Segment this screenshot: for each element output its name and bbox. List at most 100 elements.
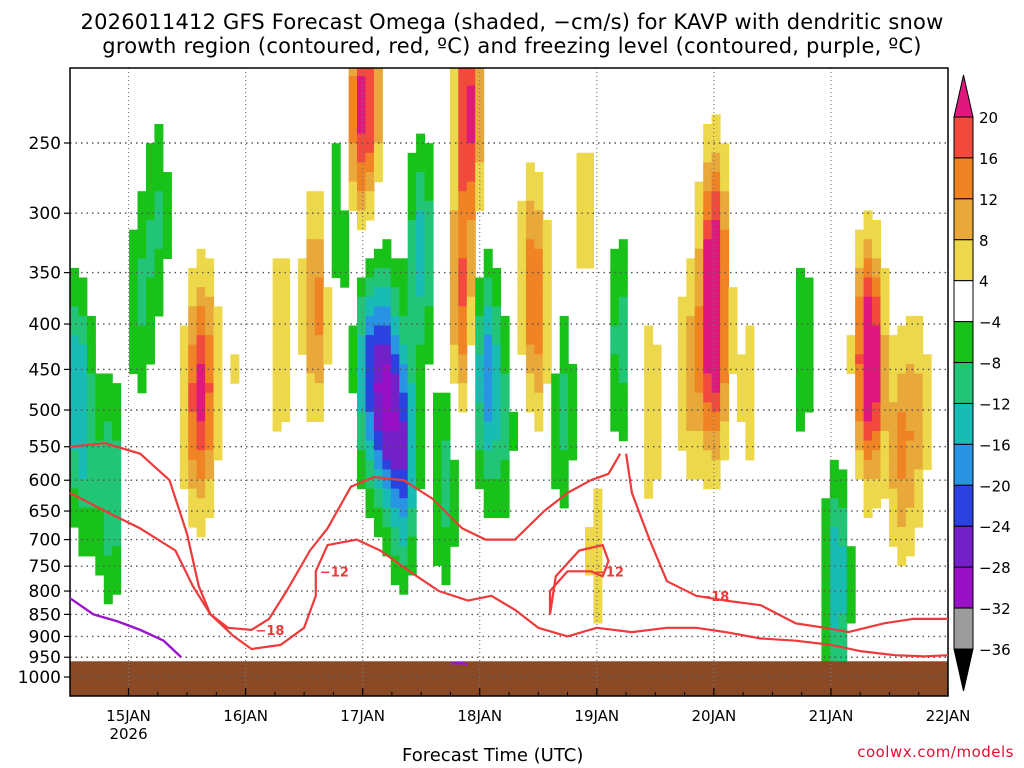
omega-cell [551,411,561,422]
omega-cell [644,450,654,461]
omega-cell [382,267,392,279]
omega-cell [154,277,164,288]
omega-cell [213,306,223,317]
omega-cell [357,162,366,173]
omega-cell [188,488,198,499]
omega-cell [846,555,856,566]
omega-cell [188,287,198,298]
omega-cell [838,622,848,634]
omega-cell [475,133,485,144]
omega-cell [720,172,730,183]
omega-cell [880,450,890,461]
omega-cell [745,325,755,336]
omega-cell [720,383,730,394]
omega-cell [720,181,730,192]
omega-cell [407,162,417,173]
omega-cell [914,392,924,403]
omega-cell [407,239,417,250]
omega-cell [399,507,409,518]
grid-layer [69,67,949,697]
omega-cell [449,210,459,221]
omega-cell [382,258,392,269]
omega-cell [525,200,535,211]
omega-cell [458,172,468,183]
omega-cell [78,363,88,375]
omega-cell [534,402,544,413]
omega-cell [863,392,873,403]
omega-cell [644,431,654,442]
omega-cell [154,210,164,221]
omega-cell [357,85,366,96]
omega-cell [492,287,502,298]
omega-cell [373,431,383,442]
omega-cell [416,402,426,413]
omega-cell [922,354,932,365]
omega-cell [154,172,164,183]
omega-cell [449,172,459,183]
omega-cell [449,517,459,528]
omega-cell [534,296,544,307]
omega-cell [559,479,569,490]
omega-cell [534,191,544,202]
omega-cell [466,296,476,307]
omega-cell [458,181,468,192]
omega-cell [576,248,586,259]
omega-cell [272,363,282,375]
omega-cell [897,421,907,432]
omega-cell [618,411,628,422]
omega-cell [644,354,654,365]
omega-cell [593,517,603,528]
omega-cell [888,421,898,432]
omega-cell [618,296,628,307]
omega-cell [888,450,898,461]
omega-cell [433,440,442,451]
y-tick-label: 900 [29,627,61,647]
omega-cell [905,335,915,346]
omega-cell [534,239,544,250]
omega-cell [86,421,96,432]
omega-cell [179,469,189,480]
omega-cell [914,469,924,480]
omega-cell [373,335,383,346]
omega-cell [475,469,485,480]
omega-cell [559,411,569,422]
omega-cell [188,335,198,346]
omega-cell [703,124,713,135]
omega-cell [281,287,291,298]
omega-cell [382,507,392,518]
omega-cell [424,191,434,202]
omega-cell [86,315,96,327]
omega-cell [466,114,476,125]
omega-cell [694,344,704,355]
omega-cell [399,517,409,528]
omega-cell [686,354,696,365]
omega-cell [331,239,341,250]
omega-cell [331,152,341,163]
omega-cell [314,325,324,336]
omega-cell [652,363,662,375]
omega-cell [340,220,350,231]
omega-cell [492,421,502,432]
omega-cell [905,479,915,490]
omega-cell [652,411,662,422]
omega-cell [382,536,392,547]
colorbar-swatch [953,116,974,159]
omega-cell [154,296,164,307]
omega-cell [348,162,358,173]
omega-cell [796,354,805,365]
omega-cell [407,431,417,442]
omega-cell [78,507,88,518]
omega-cell [711,200,721,211]
omega-cell [838,479,848,490]
omega-cell [897,507,907,518]
omega-cell [492,431,502,442]
omega-cell [492,479,502,490]
omega-cell [796,315,805,327]
omega-cell [188,354,198,365]
omega-cell [78,421,88,432]
omega-cell [373,498,383,509]
omega-cell [340,210,350,221]
omega-cell [86,517,96,528]
omega-cell [331,200,341,211]
omega-cell [677,373,687,384]
